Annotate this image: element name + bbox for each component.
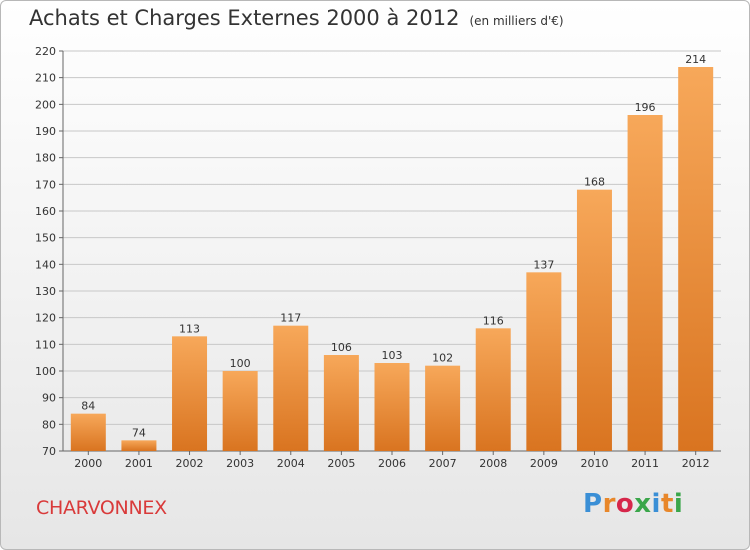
bars (70, 67, 714, 451)
data-label: 103 (382, 349, 403, 362)
bar-2010 (576, 189, 612, 451)
y-tick-label: 140 (35, 258, 56, 271)
logo-letter: t (660, 489, 674, 519)
bar-2005 (323, 355, 359, 451)
y-tick-label: 120 (35, 312, 56, 325)
x-tick-label: 2002 (176, 457, 204, 470)
data-label: 102 (432, 352, 453, 365)
x-tick-label: 2009 (530, 457, 558, 470)
chart-title-text: Achats et Charges Externes 2000 à 2012 (29, 6, 460, 30)
y-tick-label: 170 (35, 178, 56, 191)
y-tick-label: 210 (35, 72, 56, 85)
proxiti-logo: Proxiti (583, 489, 683, 519)
data-label: 214 (685, 53, 706, 66)
data-labels: 84 74 113 100 117 106 103 102 116 137 168 196 214 (81, 53, 706, 439)
bar-2001 (121, 440, 157, 451)
bar-2008 (475, 328, 511, 451)
data-label: 100 (230, 357, 251, 370)
data-label: 117 (280, 312, 301, 325)
x-tick-label: 2001 (125, 457, 153, 470)
x-tick-label: 2007 (429, 457, 457, 470)
bar-2002 (172, 336, 208, 451)
y-tick-label: 100 (35, 365, 56, 378)
y-tick-label: 190 (35, 125, 56, 138)
y-tick-label: 130 (35, 285, 56, 298)
bar-2007 (425, 365, 461, 451)
bar-2011 (627, 115, 663, 451)
logo-letter: o (615, 489, 635, 519)
data-label: 196 (635, 101, 656, 114)
y-tick-label: 110 (35, 338, 56, 351)
x-tick-label: 2012 (682, 457, 710, 470)
bar-2012 (678, 67, 714, 451)
bar-2000 (70, 413, 106, 451)
bar-2004 (273, 325, 309, 451)
y-tick-label: 160 (35, 205, 56, 218)
y-tick-label: 80 (42, 418, 56, 431)
y-tick-label: 180 (35, 152, 56, 165)
data-label: 137 (533, 258, 554, 271)
y-tick-label: 90 (42, 392, 56, 405)
bar-2009 (526, 272, 562, 451)
x-tick-label: 2008 (479, 457, 507, 470)
x-tick-label: 2010 (580, 457, 608, 470)
data-label: 113 (179, 322, 200, 335)
x-tick-label: 2003 (226, 457, 254, 470)
data-label: 168 (584, 176, 605, 189)
logo-letter: x (634, 489, 652, 519)
x-tick-label: 2011 (631, 457, 659, 470)
bar-2003 (222, 371, 258, 451)
logo-letter: i (651, 489, 661, 519)
x-tick-label: 2004 (277, 457, 305, 470)
logo-letter: i (673, 489, 684, 519)
chart-unit: (en milliers d'€) (469, 14, 564, 28)
y-tick-label: 200 (35, 98, 56, 111)
y-tick-label: 70 (42, 445, 56, 458)
x-tick-label: 2005 (327, 457, 355, 470)
bar-2006 (374, 363, 410, 451)
town-name: CHARVONNEX (36, 497, 167, 519)
data-label: 84 (81, 400, 95, 413)
chart-title: Achats et Charges Externes 2000 à 2012 (e… (29, 6, 564, 30)
y-tick-label: 150 (35, 232, 56, 245)
x-tick-label: 2000 (74, 457, 102, 470)
data-label: 116 (483, 314, 504, 327)
data-label: 74 (132, 426, 146, 439)
logo-letter: P (583, 489, 603, 519)
x-tick-label: 2006 (378, 457, 406, 470)
data-label: 106 (331, 341, 352, 354)
logo-letter: r (602, 489, 616, 519)
y-tick-label: 220 (35, 45, 56, 58)
